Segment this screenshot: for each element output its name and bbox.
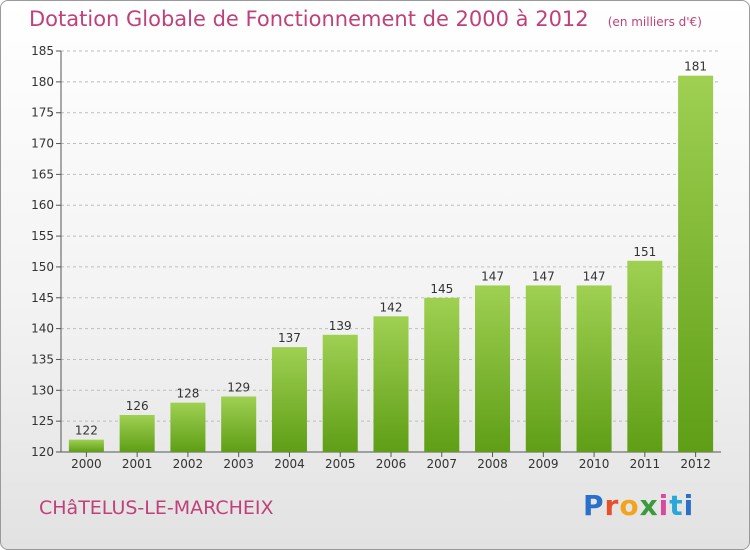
y-tick-label: 140 [31, 322, 54, 336]
commune-name: CHâTELUS-LE-MARCHEIX [39, 497, 274, 519]
bar-2009 [525, 285, 561, 452]
bar-2000 [68, 439, 104, 452]
logo-letter: i [658, 489, 670, 522]
logo-letter: o [619, 489, 640, 522]
x-tick-label: 2006 [376, 457, 407, 471]
chart-heading: Dotation Globale de Fonctionnement de 20… [29, 7, 702, 31]
data-label: 126 [126, 399, 149, 413]
x-tick-label: 2002 [173, 457, 204, 471]
data-label: 145 [430, 282, 453, 296]
data-label: 181 [684, 60, 707, 74]
data-label: 147 [583, 269, 606, 283]
bar-2005 [322, 334, 358, 452]
y-tick-label: 165 [31, 167, 54, 181]
chart-subtitle: (en milliers d'€) [607, 15, 702, 29]
x-tick-label: 2007 [426, 457, 457, 471]
x-tick-label: 2003 [223, 457, 254, 471]
x-tick-label: 2012 [680, 457, 711, 471]
data-label: 151 [633, 245, 656, 259]
x-tick-label: 2000 [71, 457, 102, 471]
x-tick-label: 2001 [122, 457, 153, 471]
data-label: 122 [75, 424, 98, 438]
bar-2006 [373, 316, 409, 452]
bar-2011 [627, 260, 663, 452]
y-tick-label: 120 [31, 445, 54, 459]
x-tick-label: 2005 [325, 457, 356, 471]
x-tick-label: 2008 [477, 457, 508, 471]
bar-2008 [475, 285, 511, 452]
proxiti-logo: Proxiti [583, 489, 694, 522]
bar-2007 [424, 297, 460, 452]
x-tick-label: 2004 [274, 457, 305, 471]
y-tick-label: 160 [31, 198, 54, 212]
data-label: 142 [380, 300, 403, 314]
bar-2012 [678, 75, 714, 452]
logo-letter: r [604, 489, 620, 522]
y-tick-label: 175 [31, 106, 54, 120]
bar-2004 [271, 347, 307, 452]
y-tick-label: 145 [31, 291, 54, 305]
data-label: 129 [227, 380, 250, 394]
y-tick-label: 185 [31, 44, 54, 58]
y-tick-label: 155 [31, 229, 54, 243]
x-tick-label: 2011 [630, 457, 661, 471]
y-tick-label: 180 [31, 75, 54, 89]
chart-title: Dotation Globale de Fonctionnement de 20… [29, 7, 589, 31]
y-tick-label: 130 [31, 383, 54, 397]
bar-2002 [170, 402, 206, 452]
bar-2003 [221, 396, 257, 452]
data-label: 139 [329, 319, 352, 333]
logo-letter: P [583, 489, 605, 522]
data-label: 147 [481, 269, 504, 283]
data-label: 147 [532, 269, 555, 283]
x-tick-label: 2009 [528, 457, 559, 471]
data-label: 128 [176, 387, 199, 401]
logo-letter: i [683, 489, 695, 522]
bars [68, 75, 714, 452]
y-tick-label: 170 [31, 137, 54, 151]
logo-letter: t [669, 489, 684, 522]
bar-2001 [119, 414, 155, 452]
y-tick-label: 125 [31, 414, 54, 428]
y-tick-label: 150 [31, 260, 54, 274]
y-tick-label: 135 [31, 352, 54, 366]
logo-letter: x [639, 489, 659, 522]
x-tick-label: 2010 [579, 457, 610, 471]
data-label: 137 [278, 331, 301, 345]
bar-2010 [576, 285, 612, 452]
labels: 120 125 130 135 140 145 150 155 160 165 170 175 180 1… [31, 44, 711, 471]
